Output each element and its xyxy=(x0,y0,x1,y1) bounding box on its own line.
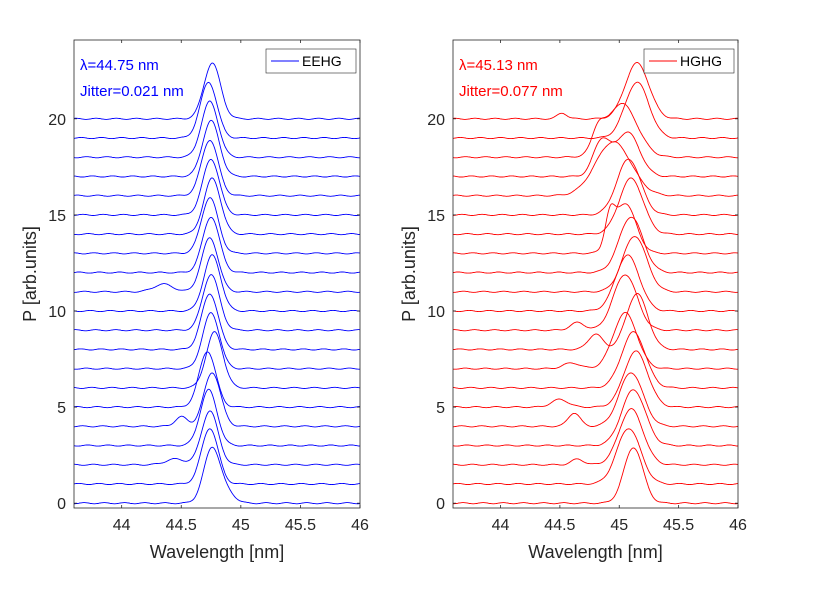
y-tick-label: 10 xyxy=(48,304,66,321)
trace-line-8 xyxy=(74,293,360,351)
trace-line-18 xyxy=(453,102,738,159)
trace-line-1 xyxy=(74,428,360,486)
trace-line-11 xyxy=(453,236,738,293)
annotation-text: λ=44.75 nm xyxy=(80,57,159,74)
trace-line-19 xyxy=(74,81,360,140)
x-axis-label: Wavelength [nm] xyxy=(528,542,662,562)
legend-label: HGHG xyxy=(680,53,722,69)
trace-line-3 xyxy=(453,389,738,447)
y-tick-label: 5 xyxy=(436,400,445,417)
y-tick-label: 20 xyxy=(48,112,66,129)
x-tick-label: 45.5 xyxy=(285,517,316,534)
annotation-text: λ=45.13 nm xyxy=(459,57,538,74)
trace-line-0 xyxy=(74,446,360,505)
y-axis-label: P [arb.units] xyxy=(20,226,40,322)
trace-line-7 xyxy=(453,311,738,370)
x-tick-label: 44 xyxy=(113,517,131,534)
x-axis-label: Wavelength [nm] xyxy=(150,542,284,562)
trace-line-6 xyxy=(453,331,738,389)
y-axis-label: P [arb.units] xyxy=(399,226,419,322)
y-tick-label: 10 xyxy=(427,304,445,321)
y-tick-label: 15 xyxy=(427,208,445,225)
trace-line-2 xyxy=(453,408,738,466)
trace-line-3 xyxy=(74,388,360,447)
trace-line-19 xyxy=(453,81,738,140)
x-tick-label: 45 xyxy=(610,517,628,534)
trace-line-4 xyxy=(453,372,738,428)
y-tick-label: 20 xyxy=(427,112,445,129)
traces xyxy=(453,62,738,505)
trace-line-17 xyxy=(453,131,738,178)
y-tick-label: 5 xyxy=(57,400,66,417)
trace-line-12 xyxy=(74,216,360,274)
trace-line-14 xyxy=(453,177,738,236)
x-tick-label: 45 xyxy=(232,517,250,534)
trace-line-16 xyxy=(74,140,360,197)
trace-line-7 xyxy=(74,312,360,370)
y-tick-label: 0 xyxy=(436,496,445,513)
trace-line-8 xyxy=(453,293,738,351)
x-tick-label: 44 xyxy=(492,517,510,534)
annotation-text: Jitter=0.077 nm xyxy=(459,83,563,100)
trace-line-10 xyxy=(74,254,360,313)
trace-line-10 xyxy=(453,254,738,313)
trace-line-9 xyxy=(74,274,360,332)
trace-line-4 xyxy=(74,372,360,428)
annotation-text: Jitter=0.021 nm xyxy=(80,83,184,100)
trace-line-14 xyxy=(74,177,360,236)
trace-line-6 xyxy=(74,331,360,389)
trace-line-9 xyxy=(453,274,738,332)
x-tick-label: 44.5 xyxy=(166,517,197,534)
trace-line-16 xyxy=(453,141,738,197)
trace-line-18 xyxy=(74,100,360,159)
x-tick-label: 46 xyxy=(729,517,747,534)
trace-line-5 xyxy=(453,350,738,409)
y-tick-label: 15 xyxy=(48,208,66,225)
trace-line-15 xyxy=(74,158,360,216)
traces xyxy=(74,62,360,505)
chart-panel-1: 44 44.5 45 45.5 46 0 5 10 15 20 Wavelength [nm] P [… xyxy=(20,39,369,562)
trace-line-0 xyxy=(453,447,738,505)
trace-line-20 xyxy=(74,62,360,120)
trace-line-12 xyxy=(453,216,738,274)
x-tick-label: 46 xyxy=(351,517,369,534)
x-tick-label: 45.5 xyxy=(663,517,694,534)
x-tick-label: 44.5 xyxy=(544,517,575,534)
chart-panel-2: 44 44.5 45 45.5 46 0 5 10 15 20 Wavelength [nm] P [… xyxy=(399,39,747,562)
axes-box xyxy=(452,39,739,509)
y-tick-label: 0 xyxy=(57,496,66,513)
trace-line-13 xyxy=(453,203,738,255)
axes-box xyxy=(73,39,361,509)
trace-line-13 xyxy=(74,197,360,255)
trace-line-5 xyxy=(74,351,360,409)
trace-line-2 xyxy=(74,410,360,466)
trace-line-17 xyxy=(74,119,360,178)
trace-line-11 xyxy=(74,237,360,293)
trace-line-20 xyxy=(453,62,738,120)
trace-line-15 xyxy=(453,158,738,216)
legend-label: EEHG xyxy=(302,53,342,69)
trace-line-1 xyxy=(453,428,738,486)
